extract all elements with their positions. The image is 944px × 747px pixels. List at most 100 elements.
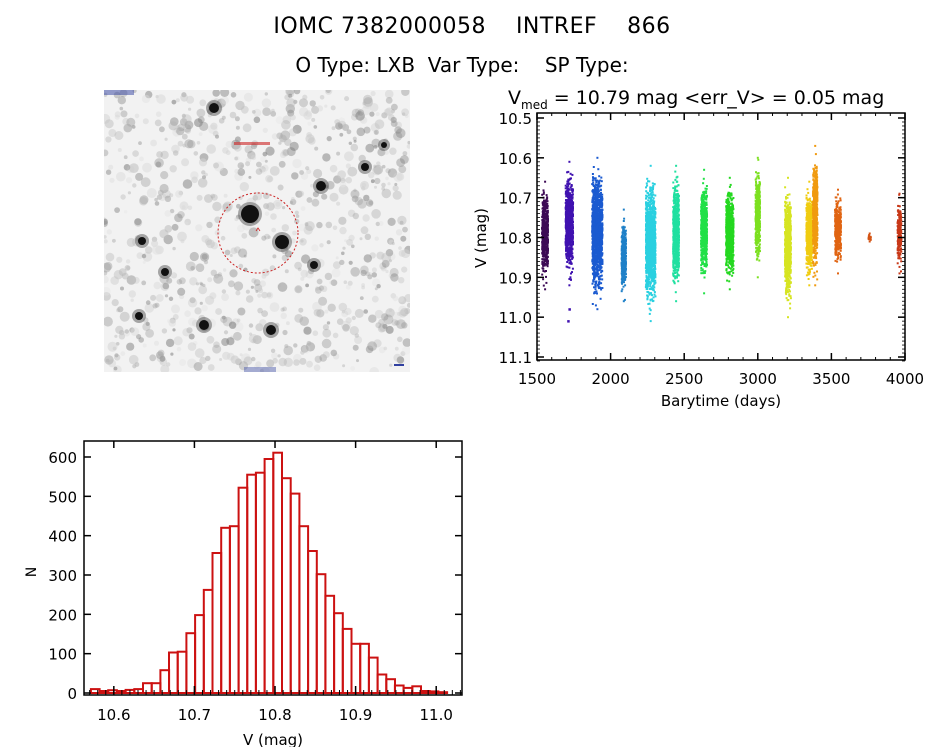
data-point bbox=[646, 222, 649, 225]
data-point bbox=[654, 213, 657, 216]
data-point bbox=[593, 256, 596, 259]
data-point bbox=[564, 192, 567, 195]
data-point bbox=[620, 263, 623, 266]
data-point bbox=[676, 226, 679, 229]
data-point bbox=[653, 276, 656, 278]
data-point bbox=[591, 267, 594, 270]
data-point bbox=[601, 261, 604, 264]
data-point bbox=[571, 190, 574, 193]
target-marker-icon bbox=[255, 227, 261, 232]
data-point bbox=[650, 279, 653, 282]
data-point bbox=[546, 244, 549, 247]
data-point bbox=[565, 206, 568, 209]
data-point bbox=[594, 252, 597, 255]
data-point bbox=[674, 187, 677, 190]
data-point bbox=[622, 208, 625, 211]
data-point bbox=[676, 199, 679, 202]
data-point bbox=[570, 278, 572, 281]
data-point bbox=[649, 197, 652, 200]
data-point bbox=[650, 222, 653, 225]
data-point bbox=[649, 246, 652, 249]
data-point bbox=[592, 217, 595, 220]
data-point bbox=[624, 264, 627, 267]
data-point bbox=[568, 200, 571, 203]
data-point bbox=[646, 280, 649, 283]
data-point bbox=[648, 216, 651, 219]
data-point bbox=[599, 196, 602, 199]
data-point bbox=[595, 213, 598, 216]
data-point bbox=[541, 202, 544, 205]
data-point bbox=[593, 202, 596, 205]
data-point bbox=[646, 261, 648, 264]
data-point bbox=[566, 261, 569, 263]
data-point bbox=[546, 211, 549, 214]
data-point bbox=[673, 248, 676, 251]
data-point bbox=[545, 240, 548, 243]
data-point bbox=[591, 235, 594, 238]
data-point bbox=[645, 207, 648, 210]
data-point bbox=[649, 219, 652, 222]
data-point bbox=[544, 260, 547, 263]
data-point bbox=[672, 218, 675, 221]
data-point bbox=[645, 274, 648, 277]
data-point bbox=[596, 270, 599, 273]
data-point bbox=[542, 244, 545, 247]
data-point bbox=[596, 246, 599, 249]
data-point bbox=[672, 187, 675, 190]
data-point bbox=[568, 247, 570, 250]
data-point bbox=[571, 188, 574, 191]
data-point bbox=[571, 234, 574, 237]
data-point bbox=[625, 273, 627, 276]
data-point bbox=[599, 188, 602, 191]
data-point bbox=[674, 291, 677, 294]
data-point bbox=[567, 194, 570, 197]
data-point bbox=[571, 225, 574, 228]
data-point bbox=[597, 235, 600, 237]
data-point bbox=[676, 273, 679, 276]
data-point bbox=[591, 200, 594, 203]
data-point bbox=[597, 260, 600, 263]
data-point bbox=[652, 234, 655, 237]
data-point bbox=[594, 263, 596, 266]
data-point bbox=[648, 273, 651, 276]
data-point bbox=[654, 262, 657, 265]
data-point bbox=[592, 239, 595, 241]
data-point bbox=[546, 213, 549, 216]
data-point bbox=[545, 194, 548, 197]
data-point bbox=[591, 220, 594, 223]
data-point bbox=[674, 193, 677, 196]
data-point bbox=[598, 247, 601, 250]
data-point bbox=[650, 229, 653, 232]
data-point bbox=[674, 249, 677, 252]
data-point bbox=[593, 227, 596, 230]
data-point bbox=[601, 202, 603, 205]
data-point bbox=[624, 232, 627, 235]
data-point bbox=[652, 220, 655, 223]
data-point bbox=[677, 241, 680, 244]
data-point bbox=[647, 205, 650, 208]
star bbox=[310, 261, 318, 269]
data-point bbox=[672, 264, 675, 266]
cluster-5 bbox=[672, 164, 680, 303]
data-point bbox=[654, 224, 656, 227]
data-point bbox=[567, 243, 570, 246]
data-point bbox=[593, 244, 596, 247]
data-point bbox=[649, 164, 652, 167]
data-point bbox=[622, 285, 625, 288]
data-point bbox=[591, 246, 594, 249]
data-point bbox=[678, 236, 680, 238]
data-point bbox=[652, 204, 655, 207]
data-point bbox=[600, 218, 603, 220]
data-point bbox=[594, 230, 597, 233]
data-point bbox=[600, 191, 602, 194]
data-point bbox=[653, 242, 656, 245]
data-point bbox=[601, 222, 604, 225]
data-point bbox=[648, 219, 651, 222]
data-point bbox=[651, 194, 654, 197]
data-point bbox=[545, 258, 548, 261]
data-point bbox=[675, 261, 678, 264]
data-point bbox=[673, 269, 676, 272]
data-point bbox=[622, 226, 625, 229]
data-point bbox=[622, 262, 625, 265]
